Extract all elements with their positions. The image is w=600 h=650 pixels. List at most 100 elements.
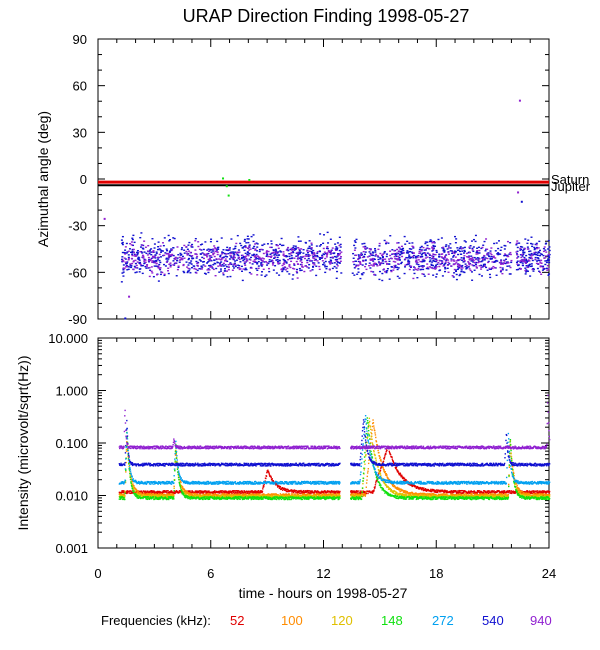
azimuth-point [441, 275, 444, 277]
intensity-point [436, 491, 439, 494]
azimuth-point [154, 254, 157, 256]
azimuth-point [134, 262, 137, 265]
intensity-point [482, 492, 484, 495]
azimuth-point [336, 248, 339, 250]
azimuth-point [443, 264, 446, 266]
intensity-point [227, 493, 229, 496]
azimuth-point [537, 251, 540, 253]
azimuth-point [292, 251, 295, 253]
intensity-point [364, 493, 367, 496]
azimuth-point [223, 256, 226, 258]
intensity-point [174, 454, 177, 456]
azimuth-point [432, 245, 435, 248]
azimuth-point [143, 251, 146, 253]
azimuth-point [149, 258, 152, 261]
intensity-point [121, 490, 123, 492]
intensity-point [539, 493, 541, 495]
azimuth-point [326, 246, 329, 248]
azimuth-point [523, 256, 526, 259]
azimuth-point [524, 261, 527, 263]
azimuth-point [489, 250, 492, 252]
azimuth-point [241, 256, 244, 259]
intensity-point [507, 491, 510, 493]
intensity-point [374, 434, 377, 436]
intensity-point [467, 492, 469, 494]
azimuth-point [333, 262, 336, 264]
azimuth-point [449, 243, 452, 245]
azimuth-point [216, 261, 219, 264]
azimuth-point [390, 257, 393, 260]
azimuth-point [418, 252, 421, 255]
azimuth-point [424, 253, 427, 256]
azimuth-point [227, 248, 230, 251]
azimuth-point [270, 243, 273, 245]
azimuth-y-tick-label: 60 [73, 79, 87, 94]
azimuth-point [306, 261, 309, 264]
azimuth-point [148, 258, 151, 261]
azimuth-point [200, 265, 203, 268]
azimuth-point [524, 238, 527, 240]
intensity-point [512, 490, 515, 492]
azimuth-point [299, 263, 302, 266]
intensity-point [128, 465, 130, 468]
azimuth-point [393, 265, 396, 267]
azimuth-point [422, 265, 425, 267]
azimuth-point [394, 254, 397, 256]
azimuth-point [325, 268, 328, 270]
intensity-point [439, 489, 442, 492]
intensity-point [516, 486, 518, 488]
azimuth-point [537, 263, 540, 265]
azimuth-point [482, 264, 485, 267]
azimuth-point [188, 270, 191, 272]
azimuth-point [536, 254, 539, 257]
intensity-point [287, 493, 290, 495]
azimuth-point [122, 268, 125, 270]
azimuth-point [136, 258, 139, 260]
azimuth-point [218, 258, 221, 260]
intensity-point [285, 490, 288, 493]
intensity-point [302, 491, 305, 493]
intensity-point [380, 467, 382, 469]
azimuth-point [500, 259, 503, 261]
azimuth-point [212, 253, 215, 256]
azimuth-point [165, 248, 168, 250]
azimuth-point [389, 235, 392, 237]
intensity-point [401, 474, 403, 477]
azimuth-point [300, 261, 303, 264]
intensity-point [364, 495, 366, 497]
intensity-point [132, 488, 135, 490]
azimuth-point [288, 257, 291, 260]
azimuth-point [458, 258, 461, 261]
intensity-point [424, 488, 426, 491]
azimuth-point [326, 247, 329, 250]
intensity-point [259, 491, 262, 494]
azimuth-point [277, 262, 280, 264]
azimuth-point [212, 268, 215, 271]
azimuth-point [125, 264, 128, 267]
azimuth-point [309, 270, 312, 272]
azimuth-point [412, 252, 415, 254]
azimuth-point [408, 255, 411, 258]
azimuth-point [165, 258, 168, 260]
azimuth-point [255, 242, 258, 244]
azimuth-point [145, 267, 148, 269]
azimuth-point [465, 268, 468, 270]
azimuth-point [372, 265, 375, 267]
intensity-point [198, 492, 201, 494]
azimuth-point [414, 257, 417, 259]
azimuth-outlier-point [227, 194, 230, 197]
azimuth-point [253, 259, 256, 261]
intensity-point [127, 459, 130, 461]
intensity-point [384, 471, 386, 474]
intensity-point [378, 455, 381, 457]
intensity-point [214, 494, 216, 496]
azimuth-point [138, 268, 141, 270]
intensity-point [324, 490, 327, 493]
intensity-point [230, 493, 232, 495]
intensity-point [364, 493, 366, 495]
azimuth-point [432, 257, 435, 260]
azimuth-point [229, 252, 232, 254]
azimuth-point [331, 247, 334, 249]
azimuth-point [310, 248, 313, 250]
azimuth-point [152, 250, 155, 252]
